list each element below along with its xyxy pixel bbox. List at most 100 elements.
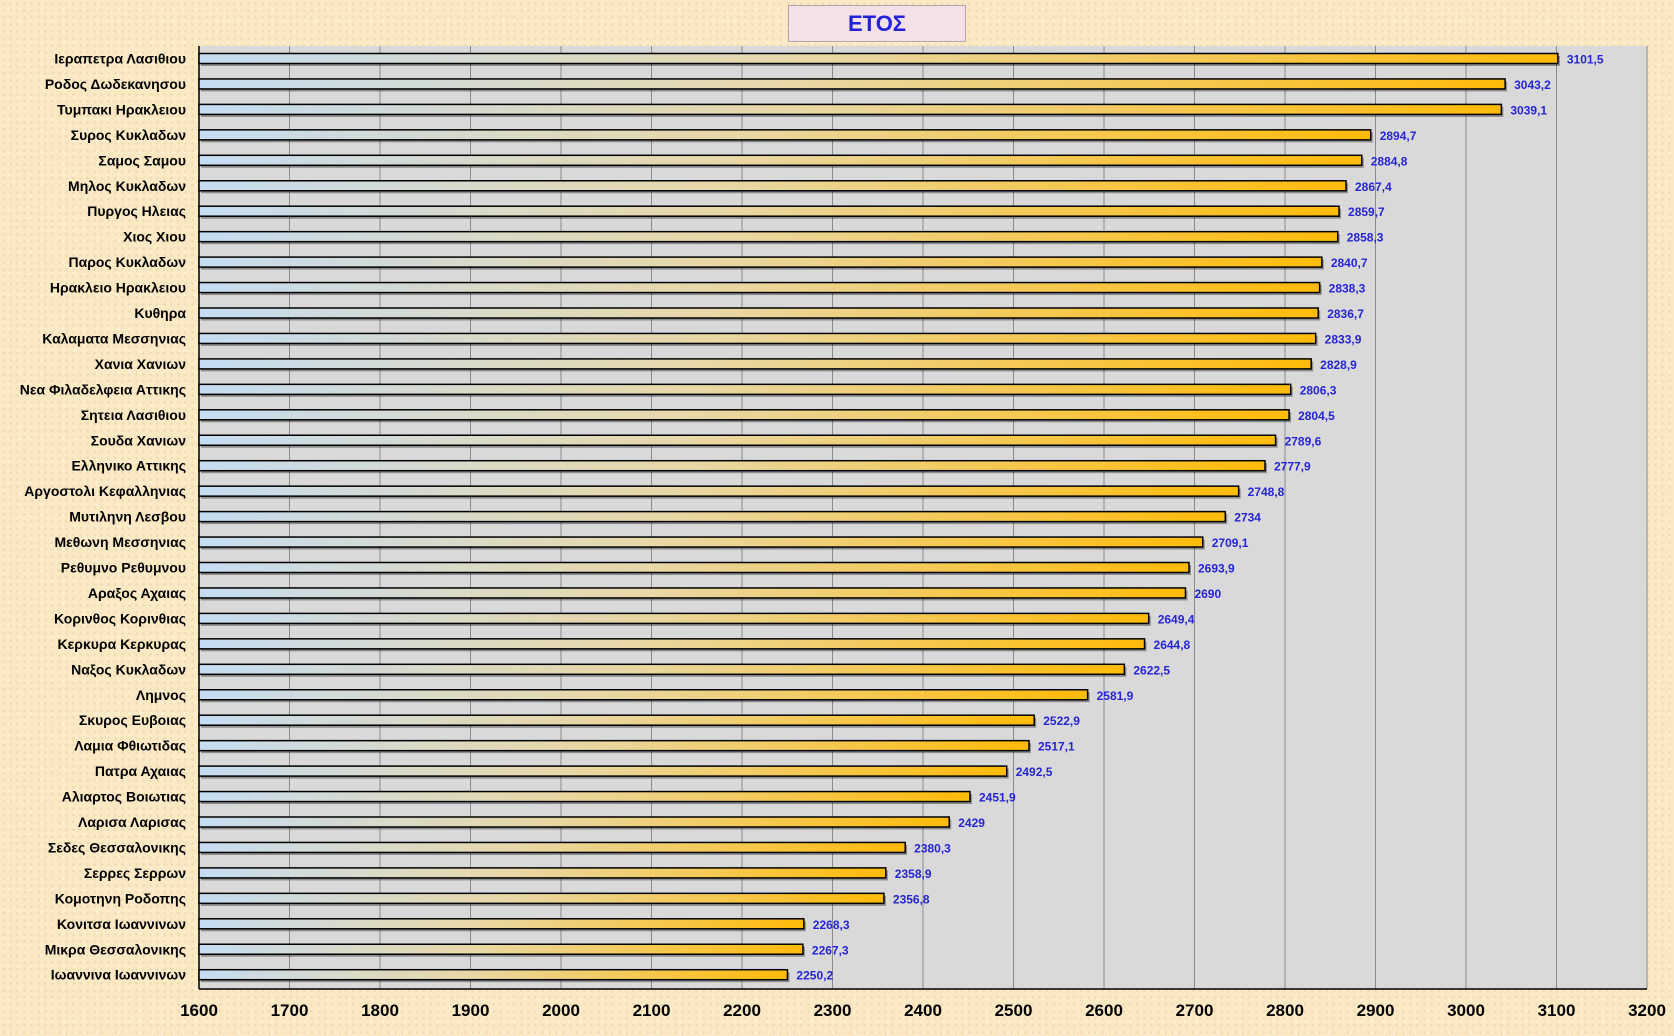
value-label: 2429 (958, 816, 985, 830)
category-label: Μυτιληνη Λεσβου (69, 509, 186, 525)
value-label: 2250,2 (796, 969, 833, 983)
x-tick-label: 3000 (1447, 1001, 1485, 1020)
value-label: 2828,9 (1320, 358, 1357, 372)
x-tick-label: 2600 (1085, 1001, 1123, 1020)
category-label: Χανια Χανιων (95, 356, 187, 372)
category-label: Σαμος Σαμου (98, 152, 186, 168)
category-label: Ναξος Κυκλαδων (71, 661, 186, 677)
value-label: 2858,3 (1347, 231, 1384, 245)
chart-title: ΕΤΟΣ (788, 5, 966, 42)
bar (198, 358, 1312, 370)
bar (198, 638, 1146, 650)
bar (198, 561, 1190, 574)
category-labels: Ιεραπετρα Λασιθιου Ροδος Δωδεκανησου Τυμπα… (20, 51, 187, 983)
bar (198, 816, 950, 828)
category-label: Λαρισα Λαρισας (78, 814, 186, 830)
x-tick-label: 3100 (1538, 1001, 1576, 1020)
category-label: Αραξος Αχαιας (88, 585, 186, 601)
x-tick-label: 2400 (904, 1001, 942, 1020)
value-label: 2356,8 (893, 892, 930, 906)
bar (198, 230, 1339, 243)
x-tick-label: 3200 (1628, 1001, 1666, 1020)
bar (198, 383, 1292, 396)
category-label: Μηλος Κυκλαδων (68, 178, 186, 194)
category-label: Κομοτηνη Ροδοπης (55, 890, 186, 906)
bar (198, 409, 1290, 421)
value-label: 2267,3 (812, 943, 849, 957)
category-label: Σερρες Σερρων (84, 865, 186, 881)
bar (198, 485, 1240, 497)
bar (198, 841, 906, 854)
value-label: 2693,9 (1198, 562, 1235, 576)
value-label: 2380,3 (914, 841, 951, 855)
value-labels: 3101,5 3043,2 3039,1 2894,7 2884,8 2867,4 2859… (796, 53, 1603, 983)
x-tick-label: 2100 (633, 1001, 671, 1020)
bar (198, 52, 1559, 65)
x-tick-label: 1600 (180, 1001, 218, 1020)
bar (198, 180, 1347, 192)
value-label: 2806,3 (1300, 383, 1337, 397)
x-tick-label: 2900 (1357, 1001, 1395, 1020)
bar (198, 459, 1266, 472)
bar (198, 78, 1506, 90)
bar (198, 867, 887, 879)
category-label: Λημνος (136, 687, 186, 703)
value-label: 2840,7 (1331, 256, 1368, 270)
bar (198, 434, 1277, 446)
category-label: Λαμια Φθιωτιδας (74, 738, 186, 754)
x-tick-label: 1700 (271, 1001, 309, 1020)
value-label: 2451,9 (979, 791, 1016, 805)
category-label: Πατρα Αχαιας (95, 763, 186, 779)
bar (198, 739, 1030, 752)
value-label: 2492,5 (1016, 765, 1053, 779)
category-label: Αργοστολι Κεφαλληνιας (24, 483, 186, 499)
category-label: Ροδος Δωδεκανησου (45, 76, 186, 92)
value-label: 3043,2 (1514, 78, 1551, 92)
bar (198, 510, 1227, 523)
x-tick-label: 1900 (452, 1001, 490, 1020)
category-label: Τυμπακι Ηρακλειου (57, 101, 186, 117)
category-label: Νεα Φιλαδελφεια Αττικης (20, 381, 186, 397)
value-label: 2804,5 (1298, 409, 1335, 423)
value-label: 2581,9 (1097, 689, 1134, 703)
bar (198, 307, 1319, 319)
bar (198, 154, 1363, 167)
bar (198, 612, 1150, 625)
value-label: 2690 (1194, 587, 1221, 601)
value-label: 2884,8 (1371, 154, 1408, 168)
x-tick-label: 2500 (995, 1001, 1033, 1020)
category-label: Κορινθος Κορινθιας (54, 610, 186, 626)
category-label: Κυθηρα (134, 305, 186, 321)
category-label: Κονιτσα Ιωαννινων (57, 916, 186, 932)
category-label: Ρεθυμνο Ρεθυμνου (61, 560, 186, 576)
value-label: 2748,8 (1248, 485, 1285, 499)
bar (198, 587, 1187, 599)
category-label: Ιεραπετρα Λασιθιου (54, 51, 186, 67)
x-tick-label: 2800 (1266, 1001, 1304, 1020)
category-label: Μεθωνη Μεσσηνιας (54, 534, 186, 550)
category-label: Σητεια Λασιθιου (81, 407, 186, 423)
value-label: 2522,9 (1043, 714, 1080, 728)
bar (198, 968, 789, 981)
category-label: Μικρα Θεσσαλονικης (45, 941, 186, 957)
category-label: Σεδες Θεσσαλονικης (48, 839, 186, 855)
bar (198, 918, 805, 930)
value-label: 2268,3 (813, 918, 850, 932)
category-label: Αλιαρτος Βοιωτιας (62, 789, 186, 805)
x-tick-label: 1800 (361, 1001, 399, 1020)
value-label: 2358,9 (895, 867, 932, 881)
category-label: Σκυρος Ευβοιας (79, 712, 186, 728)
value-label: 2777,9 (1274, 460, 1311, 474)
category-label: Σουδα Χανιων (91, 432, 187, 448)
bar (198, 536, 1204, 548)
bar (198, 256, 1323, 268)
bar (198, 281, 1321, 294)
x-tick-label: 2700 (1176, 1001, 1214, 1020)
value-label: 2789,6 (1285, 434, 1322, 448)
bar (198, 129, 1372, 141)
bar (198, 689, 1089, 701)
bar (198, 663, 1126, 676)
value-label: 2734 (1234, 511, 1261, 525)
value-label: 2833,9 (1325, 332, 1362, 346)
